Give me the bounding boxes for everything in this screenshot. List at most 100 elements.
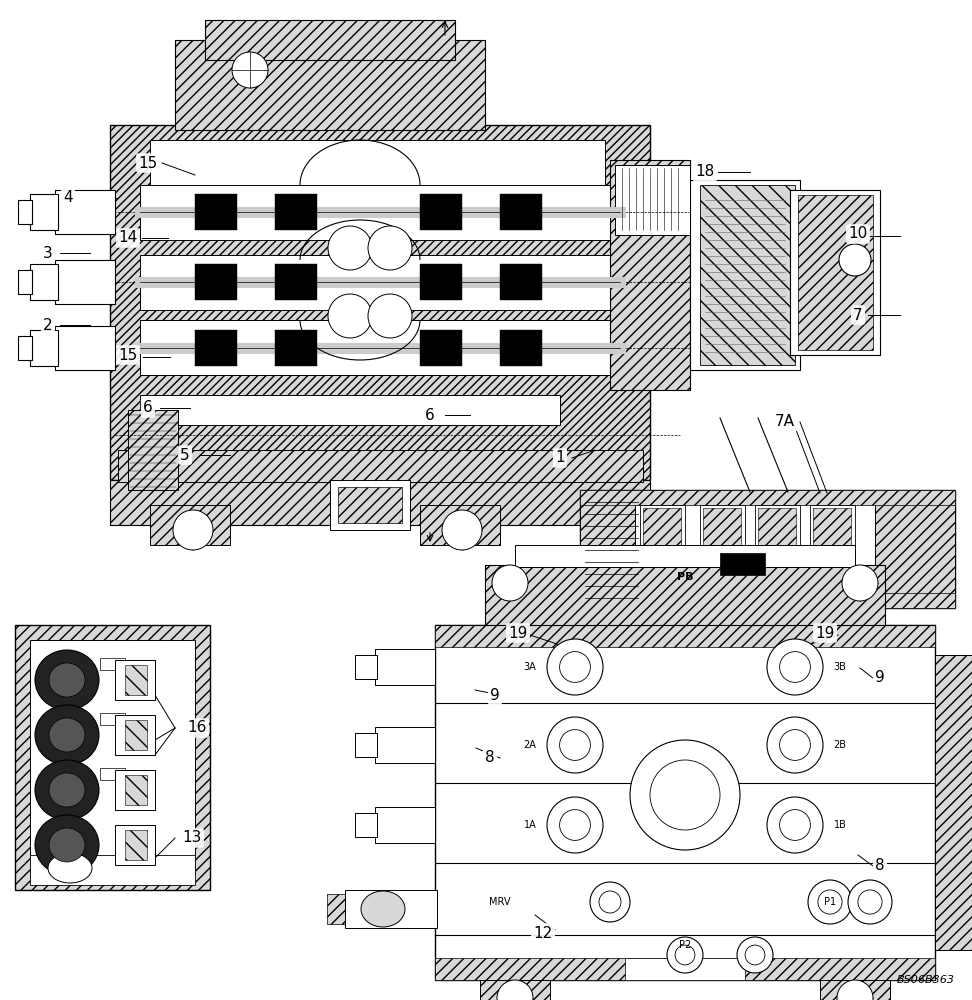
Bar bbox=[100, 713, 125, 725]
Bar bbox=[813, 508, 851, 590]
Text: 2B: 2B bbox=[834, 740, 847, 750]
Bar bbox=[195, 264, 237, 300]
Ellipse shape bbox=[442, 510, 482, 550]
Ellipse shape bbox=[842, 565, 878, 601]
Ellipse shape bbox=[328, 294, 372, 338]
Text: PB: PB bbox=[677, 572, 693, 582]
Ellipse shape bbox=[650, 760, 720, 830]
Text: 6: 6 bbox=[143, 400, 153, 416]
Text: 2: 2 bbox=[43, 318, 52, 332]
Ellipse shape bbox=[232, 52, 268, 88]
Text: 7A: 7A bbox=[775, 414, 795, 430]
Text: P2: P2 bbox=[678, 940, 691, 950]
Text: 9: 9 bbox=[490, 688, 500, 702]
Bar bbox=[420, 330, 462, 366]
Text: 9: 9 bbox=[875, 670, 885, 686]
Ellipse shape bbox=[35, 760, 99, 820]
Ellipse shape bbox=[676, 945, 695, 965]
Bar bbox=[140, 185, 610, 240]
Ellipse shape bbox=[780, 730, 811, 760]
Text: 1A: 1A bbox=[524, 820, 537, 830]
Bar bbox=[115, 715, 155, 755]
Bar bbox=[110, 125, 650, 480]
Text: MRV: MRV bbox=[489, 897, 510, 907]
Text: 19: 19 bbox=[816, 626, 835, 641]
Ellipse shape bbox=[368, 226, 412, 270]
Bar bbox=[118, 450, 643, 482]
Bar bbox=[485, 565, 885, 627]
Ellipse shape bbox=[780, 810, 811, 840]
Ellipse shape bbox=[497, 980, 533, 1000]
Ellipse shape bbox=[839, 244, 871, 276]
Bar bbox=[355, 733, 377, 757]
Ellipse shape bbox=[590, 882, 630, 922]
Text: 5: 5 bbox=[180, 448, 190, 462]
Ellipse shape bbox=[35, 815, 99, 875]
Ellipse shape bbox=[368, 294, 412, 338]
Bar bbox=[700, 185, 795, 365]
Text: 3B: 3B bbox=[834, 662, 847, 672]
Bar bbox=[625, 958, 745, 980]
Bar bbox=[100, 658, 125, 670]
Bar bbox=[18, 336, 32, 360]
Text: 7: 7 bbox=[853, 308, 863, 322]
Bar bbox=[125, 830, 147, 860]
Bar bbox=[195, 330, 237, 366]
Ellipse shape bbox=[35, 650, 99, 710]
Bar bbox=[355, 813, 377, 837]
Bar bbox=[720, 553, 765, 575]
Bar bbox=[875, 490, 955, 608]
Bar bbox=[500, 264, 542, 300]
Bar bbox=[810, 505, 855, 593]
Bar bbox=[275, 264, 317, 300]
Bar bbox=[580, 593, 955, 608]
Ellipse shape bbox=[858, 890, 883, 914]
Bar bbox=[327, 894, 347, 924]
Bar bbox=[175, 40, 485, 130]
Bar bbox=[55, 190, 115, 234]
Bar bbox=[140, 395, 560, 425]
Bar bbox=[125, 720, 147, 750]
Ellipse shape bbox=[547, 797, 603, 853]
Ellipse shape bbox=[547, 717, 603, 773]
Bar bbox=[125, 665, 147, 695]
Bar bbox=[18, 270, 32, 294]
Bar bbox=[150, 140, 605, 205]
Ellipse shape bbox=[767, 639, 823, 695]
Ellipse shape bbox=[48, 853, 92, 883]
Text: 8: 8 bbox=[875, 858, 885, 874]
Bar bbox=[580, 490, 955, 608]
Ellipse shape bbox=[492, 565, 528, 601]
Bar bbox=[30, 640, 195, 875]
Bar bbox=[798, 195, 873, 350]
Bar bbox=[115, 660, 155, 700]
Bar bbox=[640, 505, 685, 593]
Ellipse shape bbox=[817, 890, 842, 914]
Bar bbox=[275, 194, 317, 230]
Bar bbox=[435, 625, 935, 980]
Bar bbox=[125, 775, 147, 805]
Bar bbox=[140, 320, 610, 375]
Bar bbox=[55, 260, 115, 304]
Bar bbox=[435, 625, 935, 647]
Text: 14: 14 bbox=[119, 231, 138, 245]
Ellipse shape bbox=[560, 730, 590, 760]
Ellipse shape bbox=[599, 891, 621, 913]
Text: 19: 19 bbox=[508, 626, 528, 641]
Bar bbox=[790, 190, 880, 355]
Text: 1B: 1B bbox=[834, 820, 847, 830]
Bar bbox=[580, 490, 955, 505]
Ellipse shape bbox=[547, 639, 603, 695]
Bar bbox=[820, 980, 890, 1000]
Text: P1: P1 bbox=[824, 897, 836, 907]
Bar bbox=[140, 255, 610, 310]
Ellipse shape bbox=[737, 937, 773, 973]
Bar bbox=[375, 649, 435, 685]
Bar bbox=[755, 505, 800, 593]
Ellipse shape bbox=[173, 510, 213, 550]
Ellipse shape bbox=[767, 797, 823, 853]
Ellipse shape bbox=[746, 945, 765, 965]
Ellipse shape bbox=[848, 880, 892, 924]
Bar bbox=[700, 505, 745, 593]
Bar bbox=[128, 410, 178, 490]
